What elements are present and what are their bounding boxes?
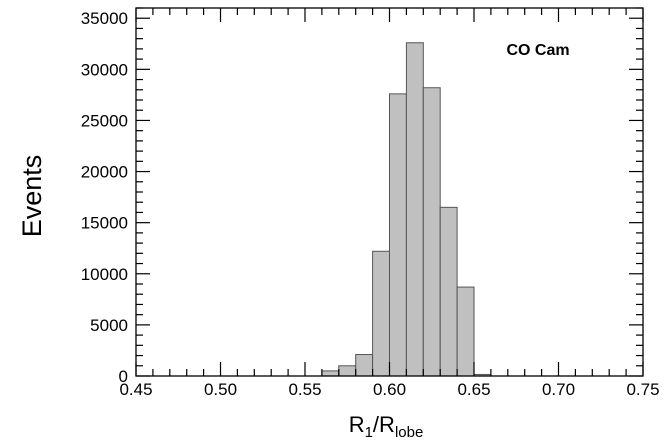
annotation-co-cam: CO Cam <box>506 42 569 59</box>
x-axis-title-r2: R <box>379 412 395 437</box>
x-axis-title: R1/Rlobe <box>349 412 424 441</box>
x-tick-label: 0.45 <box>119 380 152 399</box>
y-tick-label: 0 <box>119 367 128 386</box>
x-tick-labels: 0.45 0.50 0.55 0.60 0.65 0.70 0.75 <box>119 380 659 399</box>
x-axis-title-sub-1: 1 <box>365 424 373 441</box>
histogram-bar-0 <box>321 370 340 377</box>
y-tick-label: 5000 <box>90 316 128 335</box>
y-tick-label: 30000 <box>81 60 128 79</box>
histogram-bar-8 <box>456 286 475 377</box>
x-tick-label: 0.60 <box>373 380 406 399</box>
histogram-bar-6 <box>422 87 441 377</box>
histogram-bar-2 <box>355 354 374 377</box>
y-tick-label: 15000 <box>81 214 128 233</box>
histogram-bar-5 <box>405 42 424 377</box>
histogram-bar-7 <box>439 206 458 377</box>
y-tick-label: 25000 <box>81 111 128 130</box>
histogram-bars <box>321 42 492 377</box>
x-tick-label: 0.50 <box>204 380 237 399</box>
x-tick-label: 0.55 <box>288 380 321 399</box>
x-axis-title-r1: R <box>349 412 365 437</box>
y-tick-label: 10000 <box>81 265 128 284</box>
x-tick-label: 0.65 <box>457 380 490 399</box>
y-axis-title: Events <box>17 155 47 238</box>
y-tick-label: 35000 <box>81 9 128 28</box>
histogram-bar-1 <box>338 365 357 377</box>
x-tick-label: 0.75 <box>626 380 659 399</box>
histogram-bar-3 <box>372 250 391 377</box>
x-axis-title-sub-lobe: lobe <box>395 424 423 441</box>
x-axis-title-slash: / <box>373 412 380 437</box>
y-tick-label: 20000 <box>81 163 128 182</box>
y-tick-labels: 0 5000 10000 15000 20000 25000 30000 35000 <box>81 9 128 386</box>
x-tick-label: 0.70 <box>542 380 575 399</box>
histogram-bar-4 <box>389 93 407 377</box>
axis-ticks <box>135 7 644 377</box>
